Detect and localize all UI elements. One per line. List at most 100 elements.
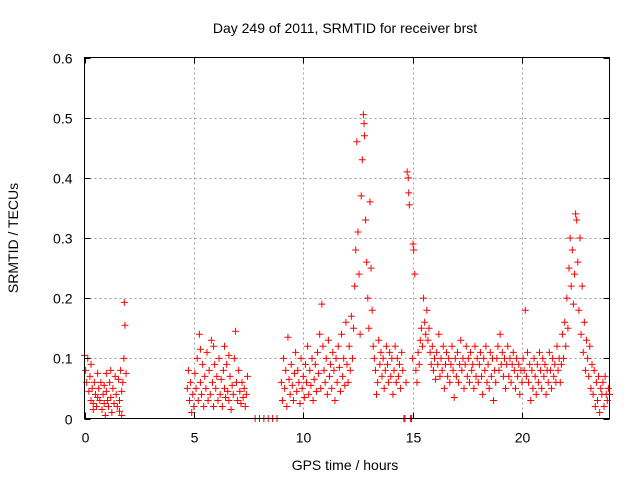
data-point <box>239 393 247 401</box>
data-point <box>192 384 200 392</box>
data-point <box>534 378 542 386</box>
data-point <box>493 354 501 362</box>
data-point <box>471 342 479 350</box>
data-point <box>563 294 571 302</box>
data-point <box>379 354 387 362</box>
data-point <box>236 387 244 395</box>
data-point <box>560 354 568 362</box>
data-point <box>417 324 425 332</box>
data-point <box>235 366 243 374</box>
data-point <box>210 402 218 410</box>
data-point <box>370 354 378 362</box>
data-point <box>109 384 117 392</box>
data-point <box>481 366 489 374</box>
data-point <box>558 330 566 338</box>
data-point <box>492 378 500 386</box>
data-point <box>121 321 129 329</box>
data-point <box>98 405 106 413</box>
data-point <box>426 348 434 356</box>
data-point <box>580 318 588 326</box>
data-point <box>225 396 233 404</box>
data-point <box>234 396 242 404</box>
data-point <box>102 387 110 395</box>
data-point <box>584 354 592 362</box>
data-point <box>113 402 121 410</box>
data-points <box>81 111 613 422</box>
data-point <box>479 390 487 398</box>
data-point <box>103 396 111 404</box>
data-point <box>423 306 431 314</box>
data-point <box>392 378 400 386</box>
data-point <box>301 360 309 368</box>
data-point <box>551 360 559 368</box>
data-point <box>361 132 368 140</box>
data-point <box>460 384 468 392</box>
data-point <box>284 333 292 341</box>
data-point <box>107 366 115 374</box>
data-point <box>368 306 376 314</box>
x-tick-label: 20 <box>515 430 531 446</box>
data-point <box>597 384 605 392</box>
data-point <box>335 363 343 371</box>
data-point <box>601 372 609 380</box>
data-point <box>312 387 320 395</box>
data-point <box>389 390 397 398</box>
data-point <box>100 381 108 389</box>
data-point <box>360 120 368 128</box>
data-point <box>313 348 321 356</box>
data-point <box>576 234 584 242</box>
data-point <box>88 384 96 392</box>
data-point <box>377 348 385 356</box>
data-point <box>508 360 516 368</box>
data-point <box>339 372 347 380</box>
data-point <box>296 399 304 407</box>
data-point <box>496 330 504 338</box>
data-point <box>498 348 506 356</box>
data-point <box>105 402 113 410</box>
data-point <box>573 216 581 224</box>
data-point <box>120 298 128 306</box>
data-point <box>565 264 573 272</box>
data-point <box>405 189 413 197</box>
data-point <box>221 384 228 392</box>
data-point <box>195 330 203 338</box>
data-point <box>564 324 572 332</box>
data-point <box>581 366 589 374</box>
data-point <box>549 354 557 362</box>
x-axis-label: GPS time / hours <box>292 457 399 473</box>
data-point <box>455 378 463 386</box>
data-point <box>183 384 191 392</box>
data-point <box>487 372 495 380</box>
data-point <box>341 381 349 389</box>
data-point <box>281 384 289 392</box>
data-point <box>203 348 211 356</box>
data-point <box>502 384 510 392</box>
data-point <box>405 201 413 209</box>
data-point <box>537 366 545 374</box>
data-point <box>117 366 125 374</box>
data-point <box>212 384 220 392</box>
data-point <box>373 390 381 398</box>
data-point <box>329 348 337 356</box>
data-point <box>519 354 527 362</box>
data-point <box>410 246 418 254</box>
data-point <box>208 378 216 386</box>
data-point <box>355 270 363 278</box>
data-point <box>294 366 302 374</box>
data-point <box>283 402 291 410</box>
data-point <box>516 390 524 398</box>
data-point <box>393 354 401 362</box>
data-point <box>116 407 123 415</box>
data-point <box>578 282 586 290</box>
data-point <box>386 348 394 356</box>
data-point <box>307 381 315 389</box>
data-point <box>352 246 360 254</box>
data-point <box>574 258 582 266</box>
data-point <box>305 390 313 398</box>
data-point <box>331 396 339 404</box>
data-point <box>375 336 383 344</box>
data-point <box>241 402 249 410</box>
data-point <box>474 378 482 386</box>
data-point <box>334 342 342 350</box>
data-point <box>604 384 612 392</box>
